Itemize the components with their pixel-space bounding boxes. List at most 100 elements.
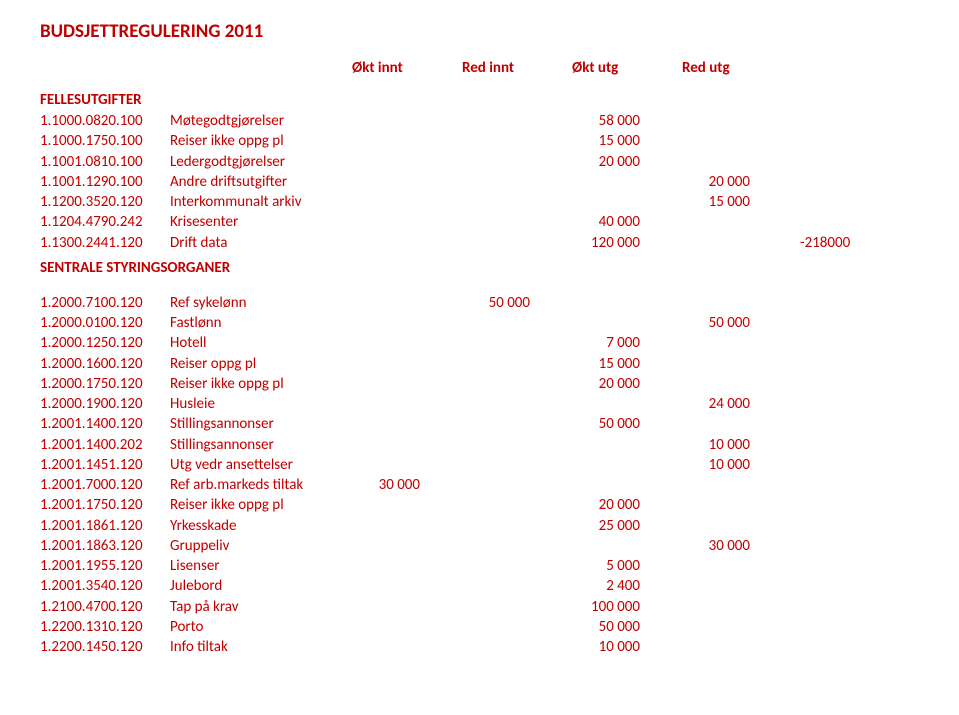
- table-row: 1.2001.1861.120Yrkesskade 25 000: [40, 516, 919, 536]
- row-code: 1.2001.3540.120: [40, 576, 170, 596]
- table-row: 1.2001.3540.120Julebord 2 400: [40, 576, 919, 596]
- row-description: Reiser ikke oppg pl: [170, 495, 340, 515]
- table-row: 1.1204.4790.242Krisesenter 40 000: [40, 212, 919, 232]
- table-row: 1.2001.1750.120Reiser ikke oppg pl 20 000: [40, 495, 919, 515]
- row-code: 1.2001.1955.120: [40, 556, 170, 576]
- row-description: Reiser ikke oppg pl: [170, 374, 340, 394]
- row-description: Gruppeliv: [170, 536, 340, 556]
- row-code: 1.2000.0100.120: [40, 313, 170, 333]
- row-code: 1.2001.1400.202: [40, 435, 170, 455]
- row-code: 1.1001.1290.100: [40, 172, 170, 192]
- col-header-red-innt: Red innt: [450, 59, 560, 77]
- row-description: Stillingsannonser: [170, 435, 340, 455]
- row-description: Porto: [170, 617, 340, 637]
- table-row: 1.2001.1955.120Lisenser 5 000: [40, 556, 919, 576]
- row-value-4: 24 000: [670, 394, 780, 414]
- table-row: 1.2001.1863.120Gruppeliv 30 000: [40, 536, 919, 556]
- row-description: Andre driftsutgifter: [170, 172, 340, 192]
- row-code: 1.2000.1600.120: [40, 354, 170, 374]
- table-row: 1.2200.1310.120Porto 50 000: [40, 617, 919, 637]
- row-code: 1.2000.1250.120: [40, 333, 170, 353]
- table-row: 1.2000.1250.120Hotell7 000: [40, 333, 919, 353]
- col-header-okt-utg: Økt utg: [560, 59, 670, 77]
- table-row: 1.2001.1400.202Stillingsannonser 10 000: [40, 435, 919, 455]
- row-code: 1.2001.1861.120: [40, 516, 170, 536]
- table-row: 1.2100.4700.120Tap på krav100 000: [40, 597, 919, 617]
- table-row: 1.2000.1600.120Reiser oppg pl 15 000: [40, 354, 919, 374]
- row-value-4: 10 000: [670, 455, 780, 475]
- table-row: 1.1300.2441.120Drift data 120 000 -218000: [40, 233, 919, 253]
- row-value-3: 58 000: [560, 111, 670, 131]
- table-row: 1.1000.0820.100Møtegodtgjørelser 58 000: [40, 111, 919, 131]
- section-heading: FELLESUTGIFTER: [40, 91, 919, 109]
- row-value-3: 15 000: [560, 354, 670, 374]
- row-description: Julebord: [170, 576, 340, 596]
- table-row: 1.1000.1750.100Reiser ikke oppg pl15 000: [40, 131, 919, 151]
- row-description: Info tiltak: [170, 637, 340, 657]
- section-trailing-total: -218000: [780, 233, 850, 253]
- row-code: 1.2000.1900.120: [40, 394, 170, 414]
- row-description: Reiser ikke oppg pl: [170, 131, 340, 151]
- row-description: Drift data: [170, 233, 340, 253]
- row-value-3: 25 000: [560, 516, 670, 536]
- row-code: 1.1000.1750.100: [40, 131, 170, 151]
- row-code: 1.2001.1400.120: [40, 414, 170, 434]
- row-value-3: 2 400: [560, 576, 670, 596]
- row-code: 1.2001.1863.120: [40, 536, 170, 556]
- row-value-3: 120 000: [560, 233, 670, 253]
- table-row: 1.1001.1290.100Andre driftsutgifter 20 00…: [40, 172, 919, 192]
- table-row: 1.2001.1400.120Stillingsannonser 50 000: [40, 414, 919, 434]
- row-description: Interkommunalt arkiv: [170, 192, 340, 212]
- row-description: Fastlønn: [170, 313, 340, 333]
- row-code: 1.1000.0820.100: [40, 111, 170, 131]
- row-value-4: 10 000: [670, 435, 780, 455]
- row-code: 1.1300.2441.120: [40, 233, 170, 253]
- row-value-3: 50 000: [560, 617, 670, 637]
- row-description: Stillingsannonser: [170, 414, 340, 434]
- table-row: 1.2000.7100.120Ref sykelønn50 000: [40, 293, 919, 313]
- row-code: 1.1200.3520.120: [40, 192, 170, 212]
- row-value-4: 20 000: [670, 172, 780, 192]
- table-row: 1.2000.0100.120Fastlønn 50 000: [40, 313, 919, 333]
- row-value-1: 30 000: [340, 475, 450, 495]
- table-row: 1.2000.1900.120Husleie24 000: [40, 394, 919, 414]
- row-description: Hotell: [170, 333, 340, 353]
- row-value-3: 40 000: [560, 212, 670, 232]
- col-header-red-utg: Red utg: [670, 59, 780, 77]
- row-description: Krisesenter: [170, 212, 340, 232]
- row-value-3: 20 000: [560, 152, 670, 172]
- row-code: 1.2200.1450.120: [40, 637, 170, 657]
- row-description: Tap på krav: [170, 597, 340, 617]
- row-description: Lisenser: [170, 556, 340, 576]
- row-code: 1.2000.7100.120: [40, 293, 170, 313]
- table-row: 1.2000.1750.120Reiser ikke oppg pl 20 000: [40, 374, 919, 394]
- section-heading: SENTRALE STYRINGSORGANER: [40, 259, 919, 277]
- row-value-3: 20 000: [560, 374, 670, 394]
- row-code: 1.2000.1750.120: [40, 374, 170, 394]
- row-value-4: 30 000: [670, 536, 780, 556]
- row-value-3: 10 000: [560, 637, 670, 657]
- row-code: 1.2001.7000.120: [40, 475, 170, 495]
- row-code: 1.2001.1750.120: [40, 495, 170, 515]
- row-value-3: 5 000: [560, 556, 670, 576]
- row-description: Ref arb.markeds tiltak: [170, 475, 340, 495]
- table-row: 1.1200.3520.120Interkommunalt arkiv 15 00…: [40, 192, 919, 212]
- row-code: 1.1001.0810.100: [40, 152, 170, 172]
- row-description: Møtegodtgjørelser: [170, 111, 340, 131]
- row-value-4: 15 000: [670, 192, 780, 212]
- row-description: Reiser oppg pl: [170, 354, 340, 374]
- budget-content: FELLESUTGIFTER 1.1000.0820.100Møtegodtgjø…: [40, 91, 919, 657]
- row-description: Yrkesskade: [170, 516, 340, 536]
- row-value-3: 50 000: [560, 414, 670, 434]
- row-code: 1.2001.1451.120: [40, 455, 170, 475]
- table-row: 1.1001.0810.100Ledergodtgjørelser 20 000: [40, 152, 919, 172]
- row-value-4: 50 000: [670, 313, 780, 333]
- page-title: BUDSJETTREGULERING 2011: [40, 20, 919, 43]
- row-description: Utg vedr ansettelser: [170, 455, 340, 475]
- row-code: 1.2100.4700.120: [40, 597, 170, 617]
- col-header-okt-innt: Økt innt: [340, 59, 450, 77]
- row-code: 1.1204.4790.242: [40, 212, 170, 232]
- row-value-3: 20 000: [560, 495, 670, 515]
- row-description: Ledergodtgjørelser: [170, 152, 340, 172]
- row-code: 1.2200.1310.120: [40, 617, 170, 637]
